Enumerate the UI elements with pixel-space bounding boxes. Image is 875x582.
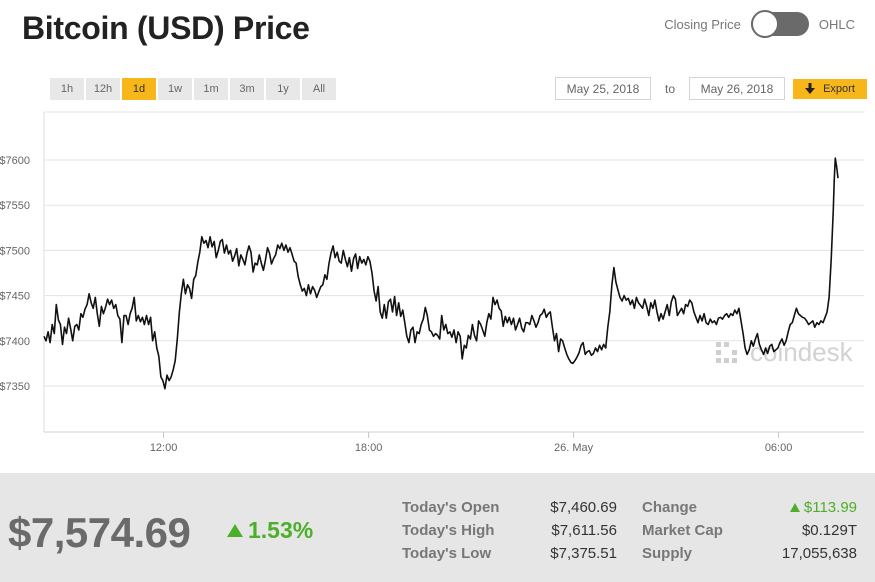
up-arrow-icon — [227, 524, 243, 537]
x-tick-label: 18:00 — [355, 442, 383, 454]
y-tick-label: $7350 — [0, 381, 30, 393]
price-mode-toggle-group: Closing Price OHLC — [664, 10, 855, 38]
range-1m-button[interactable]: 1m — [194, 78, 228, 100]
x-tick-label: 26. May — [554, 442, 594, 454]
price-mode-toggle[interactable] — [750, 10, 809, 38]
price-line — [43, 157, 839, 390]
x-tick-label: 12:00 — [150, 442, 178, 454]
range-1w-button[interactable]: 1w — [158, 78, 192, 100]
todays-high-value: $7,611.56 — [551, 522, 617, 539]
supply-value: 17,055,638 — [781, 545, 857, 562]
coindesk-watermark: coindesk — [716, 337, 854, 367]
y-tick-label: $7600 — [0, 155, 30, 167]
range-1y-button[interactable]: 1y — [266, 78, 300, 100]
x-tick-label: 06:00 — [765, 442, 793, 454]
todays-low-value: $7,375.51 — [550, 545, 617, 562]
todays-low-label: Today's Low — [402, 545, 492, 562]
range-3m-button[interactable]: 3m — [230, 78, 264, 100]
price-change-percent-value: 1.53% — [248, 517, 314, 543]
market-cap-label: Market Cap — [642, 522, 723, 539]
export-button[interactable]: Export — [793, 78, 867, 99]
export-label: Export — [823, 82, 855, 95]
supply-label: Supply — [642, 545, 693, 562]
date-from-input[interactable]: May 25, 2018 — [555, 77, 651, 100]
todays-high-label: Today's High — [402, 522, 495, 539]
date-to-input[interactable]: May 26, 2018 — [689, 77, 785, 100]
y-tick-label: $7450 — [0, 291, 30, 303]
closing-price-label: Closing Price — [664, 16, 741, 32]
todays-open-value: $7,460.69 — [550, 499, 617, 516]
ohlc-label: OHLC — [818, 16, 855, 32]
range-12h-button[interactable]: 12h — [86, 78, 120, 100]
range-1d-button[interactable]: 1d — [122, 78, 156, 100]
price-chart[interactable]: coindesk $7600 $7550 $7500 $7450 $7400 $7350 1… — [0, 110, 875, 460]
date-separator: to — [664, 81, 675, 96]
change-value: $113.99 — [720, 499, 857, 516]
svg-text:coindesk: coindesk — [750, 337, 854, 367]
stats-footer: $7,574.69 1.53% Today's Open $7,460.69 T… — [0, 473, 875, 582]
todays-open-label: Today's Open — [402, 499, 500, 516]
change-value-text: $113.99 — [803, 499, 857, 516]
current-price: $7,574.69 — [8, 509, 191, 556]
download-arrow-icon — [805, 83, 816, 94]
change-up-arrow-icon — [789, 503, 800, 512]
date-range: May 25, 2018 to May 26, 2018 Export — [555, 77, 867, 100]
market-cap-value: $0.129T — [801, 522, 857, 539]
toggle-knob — [750, 10, 779, 38]
page-title: Bitcoin (USD) Price — [22, 10, 310, 46]
y-tick-label: $7400 — [0, 336, 30, 348]
range-1h-button[interactable]: 1h — [50, 78, 84, 100]
price-change-percent: 1.53% — [227, 517, 313, 544]
y-tick-label: $7500 — [0, 245, 30, 257]
y-tick-label: $7550 — [0, 200, 30, 212]
range-all-button[interactable]: All — [302, 78, 336, 100]
range-selector: 1h 12h 1d 1w 1m 3m 1y All — [50, 78, 336, 100]
change-label: Change — [642, 499, 698, 516]
